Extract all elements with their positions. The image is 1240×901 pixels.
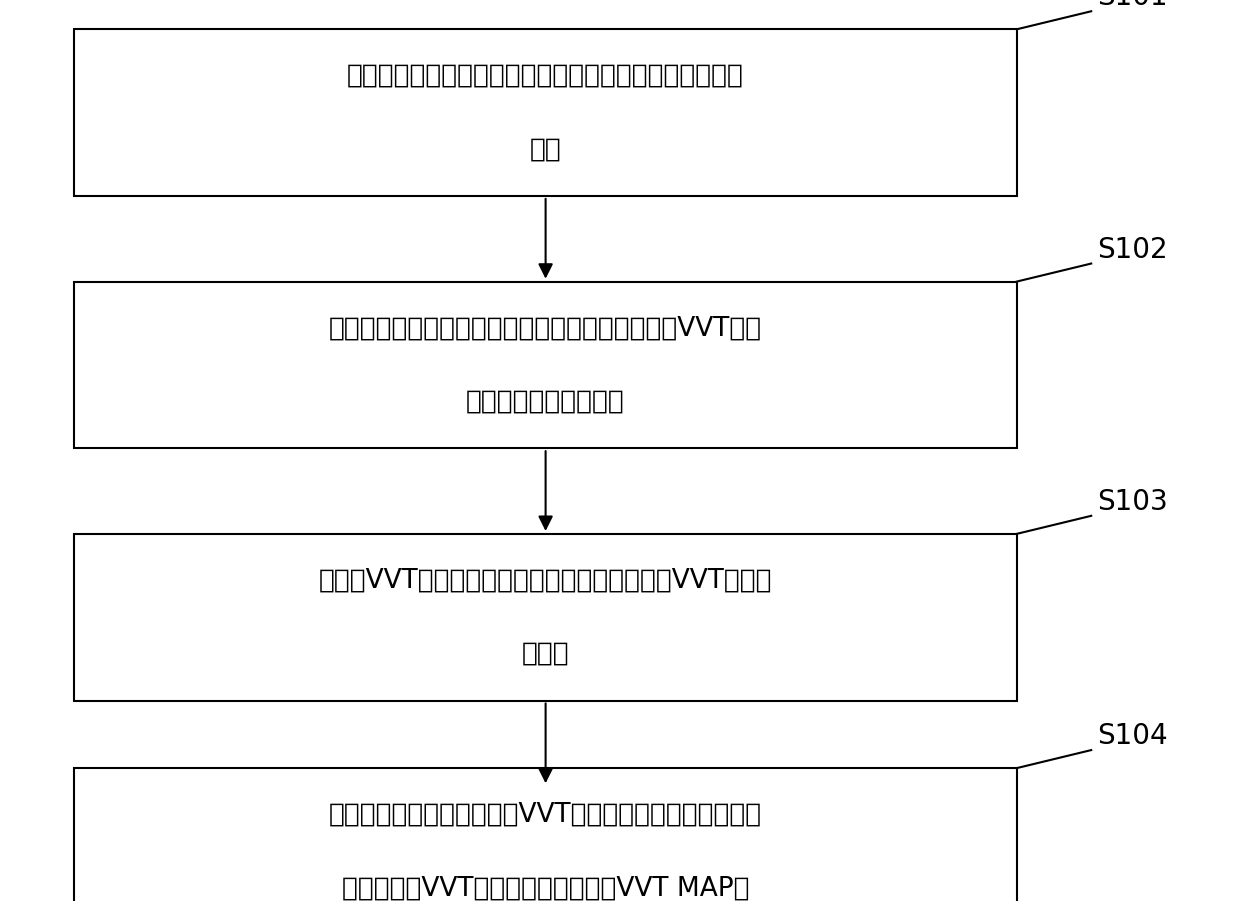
- Text: S101: S101: [1097, 0, 1168, 11]
- Text: S104: S104: [1097, 722, 1168, 750]
- Text: 策略组合进行全面扫描: 策略组合进行全面扫描: [466, 388, 625, 414]
- Text: 略组合: 略组合: [522, 641, 569, 667]
- Text: 况点: 况点: [529, 136, 562, 162]
- Bar: [74, 533, 1017, 701]
- Text: S103: S103: [1097, 487, 1168, 515]
- Text: 在发动机转速范围内以及承载负荷范围内选取多个特定工: 在发动机转速范围内以及承载负荷范围内选取多个特定工: [347, 63, 744, 89]
- Bar: [74, 281, 1017, 449]
- Text: S102: S102: [1097, 235, 1168, 263]
- Bar: [74, 768, 1017, 901]
- Text: 根据各个特定工况点的第一VVT控制策略通过拟合出其他工: 根据各个特定工况点的第一VVT控制策略通过拟合出其他工: [329, 802, 763, 828]
- Bar: [74, 29, 1017, 196]
- Text: 对于每个特定工况点，进行进气门和排气门的所有VVT控制: 对于每个特定工况点，进行进气门和排气门的所有VVT控制: [329, 315, 763, 341]
- Text: 从所有VVT控制策略组合中选出油耗最低的第一VVT控制策: 从所有VVT控制策略组合中选出油耗最低的第一VVT控制策: [319, 568, 773, 594]
- Text: 况点的第一VVT控制策略，得到第一VVT MAP图: 况点的第一VVT控制策略，得到第一VVT MAP图: [342, 875, 749, 901]
